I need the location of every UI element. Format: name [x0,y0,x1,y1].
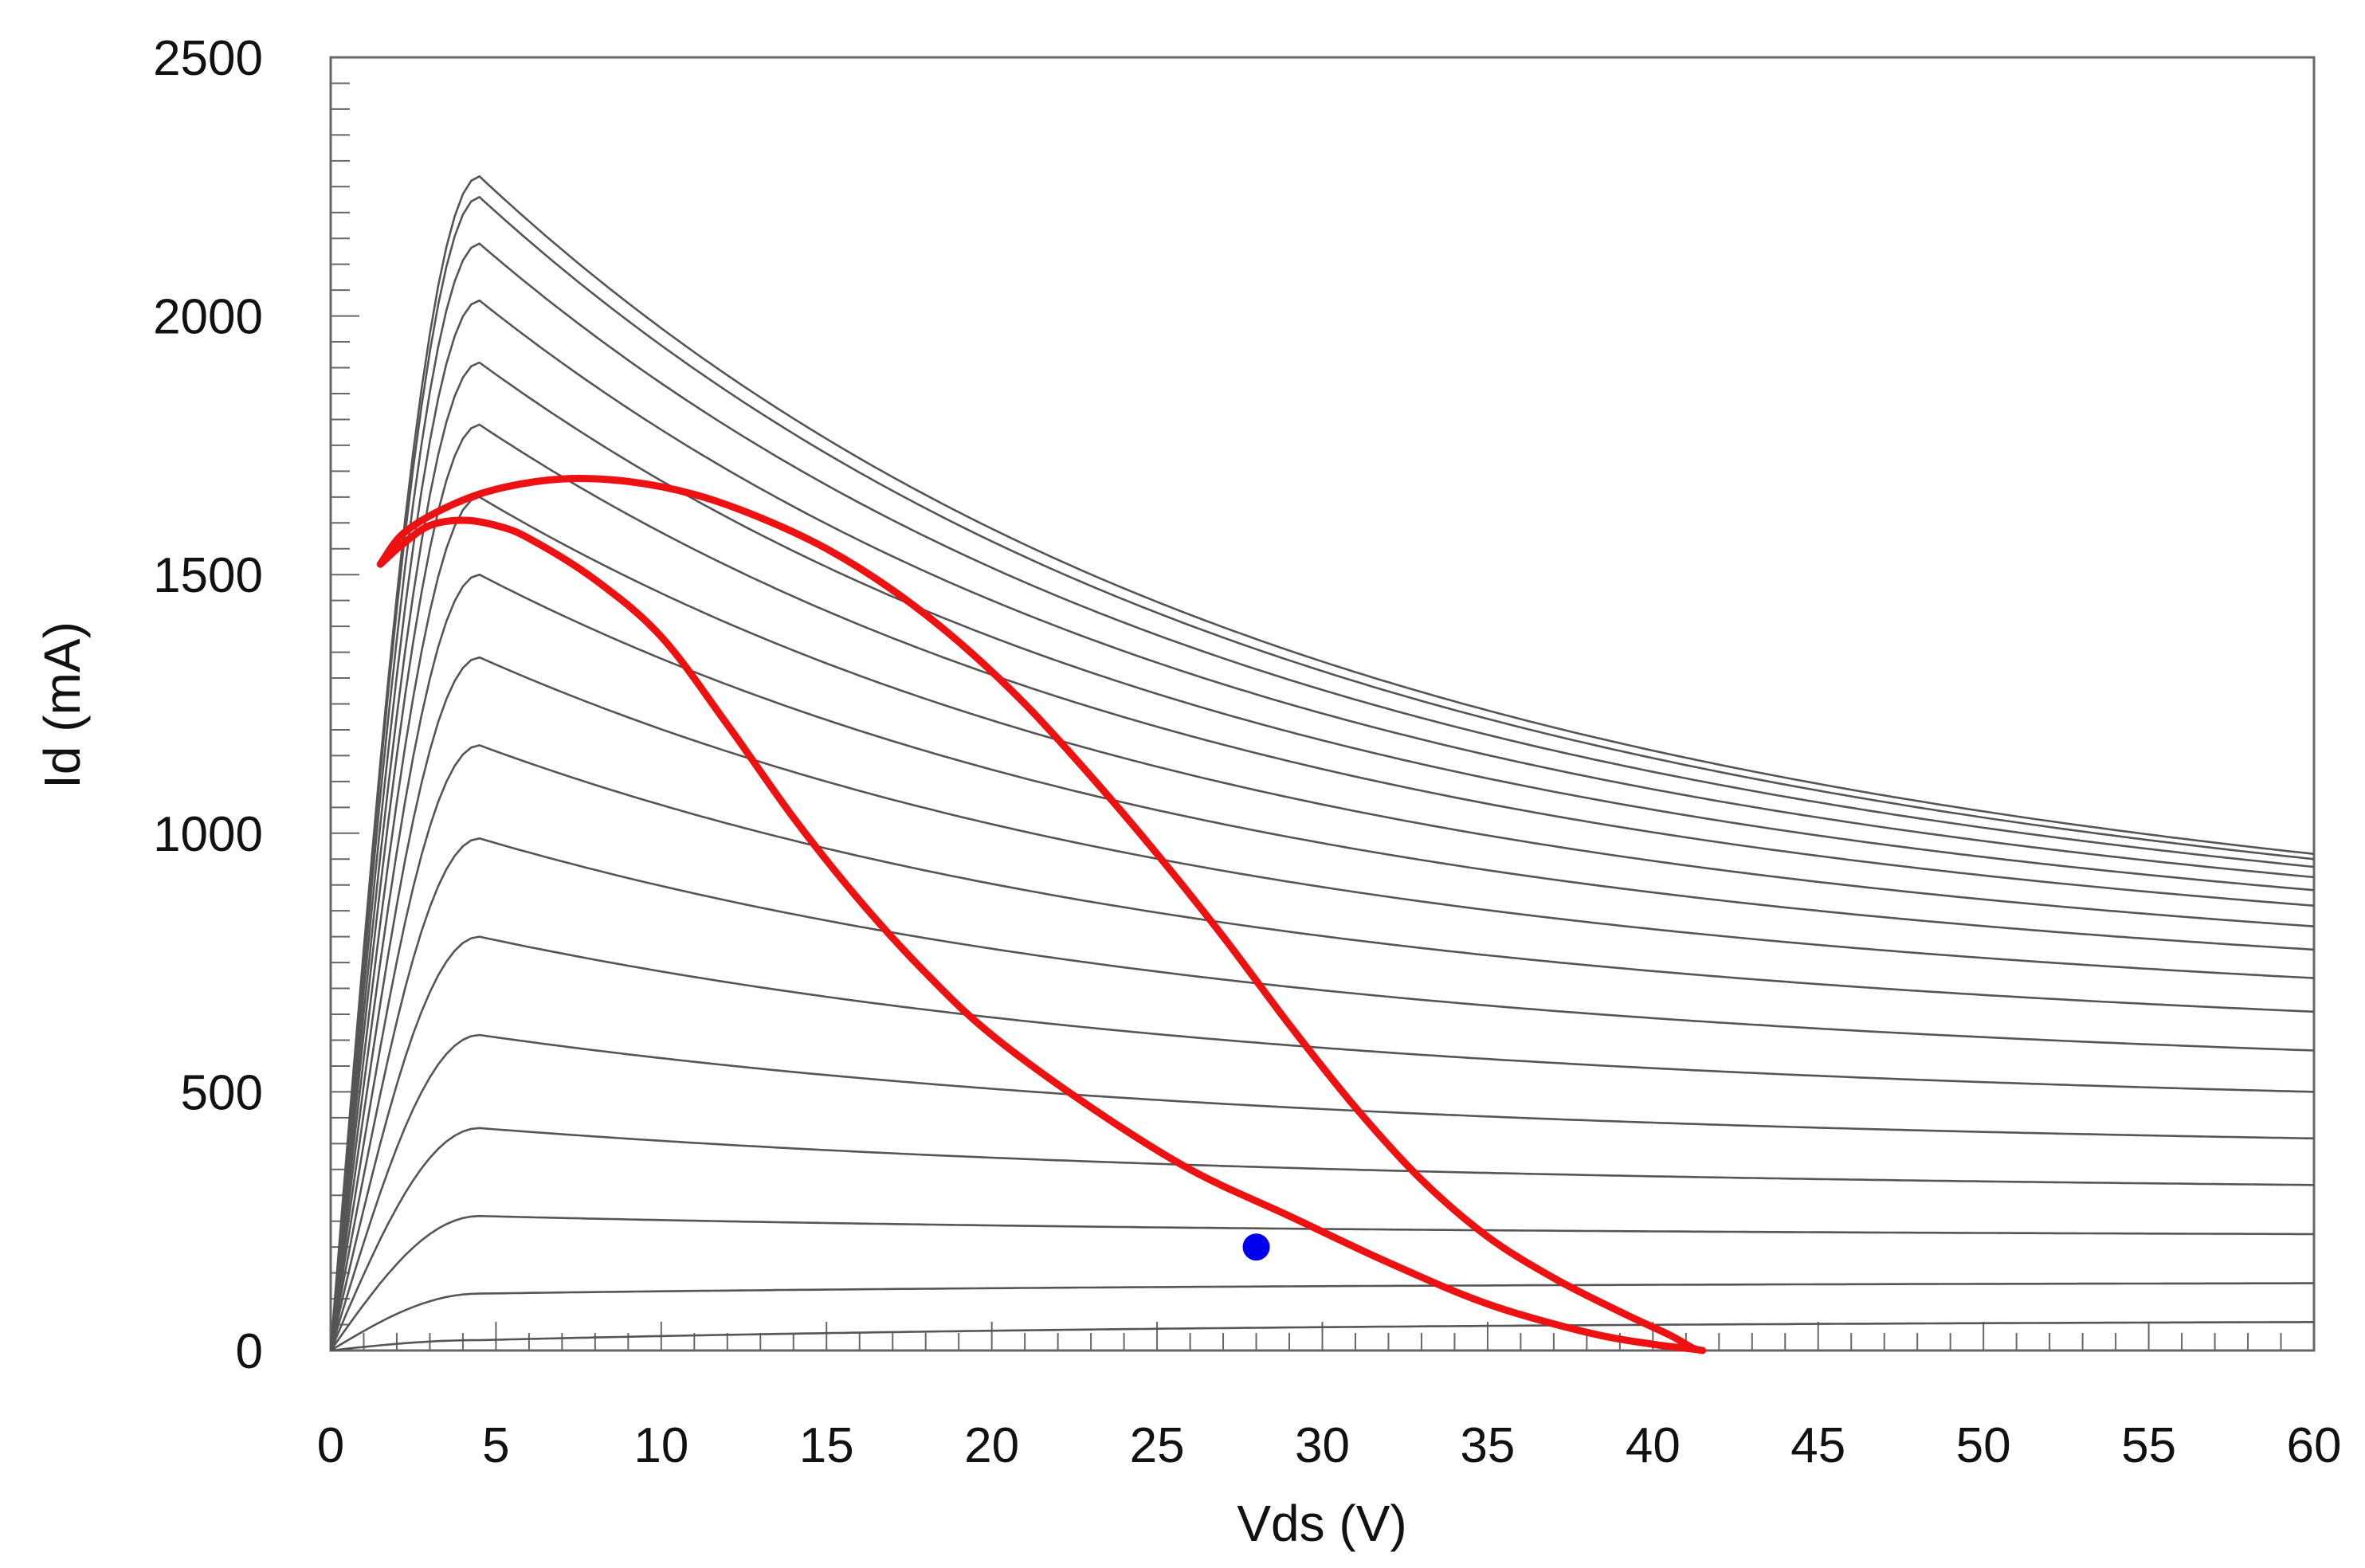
x-tick-label: 20 [964,1418,1019,1473]
y-tick-label: 1000 [153,807,263,862]
iv-curve [330,1282,2314,1352]
bias-point [1242,1233,1270,1261]
y-axis-label: Id (mA) [33,621,91,789]
x-tick-label: 15 [799,1418,854,1473]
x-tick-label: 5 [482,1418,509,1473]
y-tick-label: 2500 [153,31,263,86]
x-tick-label: 60 [2287,1418,2342,1473]
y-tick-label: 500 [181,1065,263,1120]
iv-curve [329,573,2315,1351]
iv-curve [329,744,2315,1351]
x-tick-labels: 0 5 10 15 20 25 30 35 40 45 50 55 60 [317,1418,2342,1473]
y-tick-labels: 0 500 1000 1500 2000 2500 [153,31,263,1379]
iv-curve [330,1321,2314,1352]
load-line-curve [376,474,1707,1354]
x-tick-label: 10 [633,1418,688,1473]
iv-curve [329,935,2315,1351]
x-tick-label: 0 [317,1418,344,1473]
bias-point-layer [1242,1233,1270,1261]
load-line-layer [376,474,1707,1354]
x-axis-label: Vds (V) [1237,1495,1406,1552]
iv-curve [329,242,2315,1351]
x-tick-label: 25 [1130,1418,1185,1473]
iv-curve [329,1033,2315,1351]
iv-curve [329,1127,2315,1351]
x-tick-label: 40 [1626,1418,1681,1473]
minor-ticks [330,57,2315,1351]
x-tick-label: 45 [1790,1418,1845,1473]
x-tick-label: 30 [1295,1418,1350,1473]
iv-family-curves [329,175,2315,1352]
iv-curve [329,361,2315,1351]
x-tick-label: 35 [1460,1418,1515,1473]
iv-curve [329,423,2315,1351]
iv-curve [329,656,2315,1351]
iv-curve [329,837,2315,1351]
y-tick-label: 2000 [153,290,263,345]
y-tick-label: 0 [236,1324,263,1379]
x-tick-label: 55 [2121,1418,2176,1473]
x-tick-label: 50 [1956,1418,2011,1473]
iv-curve [329,175,2315,1351]
y-tick-label: 1500 [153,548,263,603]
iv-curve [329,496,2315,1351]
iv-curve [329,299,2315,1351]
iv-curve [329,196,2315,1351]
